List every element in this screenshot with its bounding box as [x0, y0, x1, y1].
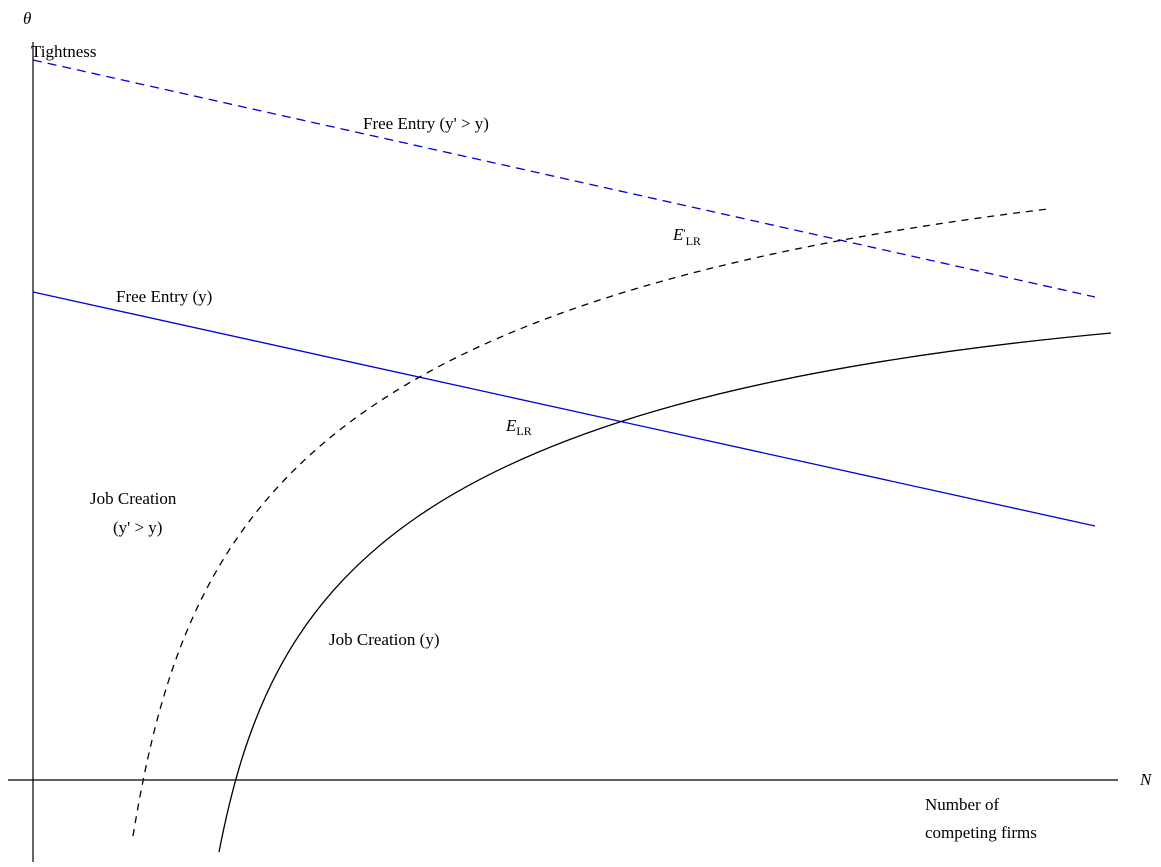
- equilibrium-high-sub: LR: [686, 234, 701, 248]
- job-creation-high-label-line1: Job Creation: [90, 489, 177, 508]
- job-creation-curve: [218, 332, 1112, 853]
- x-axis-label-line1: Number of: [925, 795, 999, 814]
- x-axis-symbol: N: [1139, 770, 1153, 789]
- job-creation-high-curve: [132, 208, 1049, 837]
- equilibrium-label: ELR: [505, 416, 532, 438]
- equilibrium-high-label: E'LR: [672, 225, 701, 248]
- equilibrium-sub: LR: [516, 424, 531, 438]
- free-entry-label: Free Entry (y): [116, 287, 212, 306]
- job-creation-label: Job Creation (y): [329, 630, 439, 649]
- free-entry-high-curve: [32, 59, 1096, 298]
- x-axis-label-line2: competing firms: [925, 823, 1037, 842]
- job-creation-high-label-line2: (y' > y): [113, 518, 162, 537]
- y-axis-label: Tightness: [31, 42, 97, 61]
- free-entry-high-label: Free Entry (y' > y): [363, 114, 489, 133]
- y-axis-symbol: θ: [23, 9, 31, 28]
- equilibrium-high-main: E: [672, 225, 684, 244]
- free-entry-curve: [32, 291, 1096, 527]
- equilibrium-main: E: [505, 416, 517, 435]
- equilibrium-high-prime: ': [683, 226, 685, 240]
